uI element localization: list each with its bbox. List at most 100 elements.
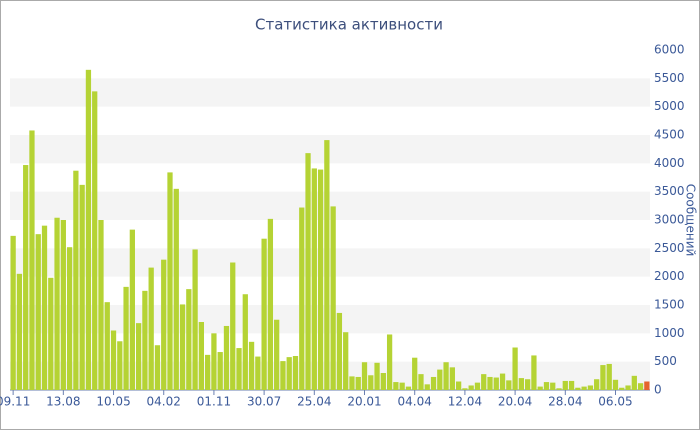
bar xyxy=(606,363,612,390)
grid-band xyxy=(10,305,650,334)
bar xyxy=(205,354,211,390)
y-tick-label: 2000 xyxy=(654,269,685,283)
bar xyxy=(550,382,556,390)
bar xyxy=(380,373,386,390)
x-tick-label: 30.07 xyxy=(247,395,281,409)
bar xyxy=(274,319,280,390)
bar xyxy=(543,382,550,390)
bar xyxy=(92,91,98,390)
bar xyxy=(123,286,129,390)
bar xyxy=(317,169,324,390)
bar xyxy=(148,267,154,390)
x-tick-label: 06.05 xyxy=(598,395,632,409)
bar xyxy=(98,220,104,390)
bar xyxy=(79,184,85,390)
bar xyxy=(594,379,600,390)
bar xyxy=(179,304,186,390)
x-tick-label: 09.11 xyxy=(0,395,30,409)
bar xyxy=(223,325,230,390)
x-tick-label: 25.04 xyxy=(297,395,331,409)
y-tick-label: 4500 xyxy=(654,128,685,142)
y-tick-label: 5000 xyxy=(654,99,685,113)
bar xyxy=(537,386,543,390)
bar xyxy=(449,367,455,390)
bar xyxy=(66,247,73,390)
bar xyxy=(568,380,575,390)
bar xyxy=(311,168,317,390)
bar xyxy=(324,140,330,390)
bar xyxy=(154,345,161,390)
bar xyxy=(129,229,135,390)
y-tick-label: 3000 xyxy=(654,213,685,227)
bar xyxy=(518,378,525,390)
bar xyxy=(412,357,418,390)
bar xyxy=(242,294,248,390)
bar xyxy=(299,207,305,390)
bar xyxy=(117,341,123,390)
bar xyxy=(361,362,368,390)
bar xyxy=(198,322,205,390)
bar xyxy=(217,352,223,390)
bar xyxy=(236,348,242,390)
bar xyxy=(625,385,631,390)
bar xyxy=(41,225,48,390)
x-tick-label: 10.05 xyxy=(96,395,130,409)
y-tick-label: 0 xyxy=(654,383,662,397)
bar xyxy=(10,235,16,390)
bar xyxy=(336,312,343,390)
y-tick-label: 1500 xyxy=(654,298,685,312)
bar xyxy=(493,377,499,390)
bar xyxy=(167,172,173,390)
bar xyxy=(631,375,637,390)
x-tick-label: 13.08 xyxy=(46,395,80,409)
x-tick-label: 04.04 xyxy=(398,395,432,409)
bar xyxy=(255,356,261,390)
bar xyxy=(512,347,518,390)
y-tick-label: 3500 xyxy=(654,184,685,198)
x-tick-label: 20.04 xyxy=(498,395,532,409)
y-tick-label: 2500 xyxy=(654,241,685,255)
chart-title: Статистика активности xyxy=(255,16,443,34)
x-tick-label: 01.11 xyxy=(197,395,231,409)
bar xyxy=(374,362,380,390)
bar xyxy=(16,273,23,390)
grid-band xyxy=(10,248,650,277)
bar xyxy=(619,387,625,390)
bar xyxy=(600,365,606,390)
bar xyxy=(35,234,41,390)
y-tick-label: 5500 xyxy=(654,71,685,85)
y-tick-label: 1000 xyxy=(654,326,685,340)
bar xyxy=(211,333,217,390)
bar xyxy=(85,69,92,390)
bar xyxy=(506,380,512,390)
bar xyxy=(343,332,349,390)
bar xyxy=(399,382,405,390)
y-tick-label: 500 xyxy=(654,354,677,368)
bar xyxy=(462,388,468,390)
bar xyxy=(418,374,424,390)
bar xyxy=(192,249,198,390)
bar xyxy=(355,376,361,390)
y-tick-label: 6000 xyxy=(654,43,685,57)
x-tick-label: 12.04 xyxy=(448,395,482,409)
bar xyxy=(161,259,167,390)
bar xyxy=(261,238,267,390)
grid-band xyxy=(10,191,650,220)
bar xyxy=(468,385,474,390)
bar xyxy=(110,330,117,390)
x-tick-label: 28.04 xyxy=(548,395,582,409)
x-tick-label: 04.02 xyxy=(147,395,181,409)
y-axis-title: Сообщений xyxy=(684,184,698,257)
bar xyxy=(612,379,619,390)
bar xyxy=(60,220,66,390)
bar xyxy=(248,341,255,390)
bar xyxy=(386,334,393,390)
x-tick-label: 20.01 xyxy=(347,395,381,409)
y-tick-label: 4000 xyxy=(654,156,685,170)
bar xyxy=(556,388,562,390)
bar xyxy=(23,165,29,390)
bar xyxy=(393,382,399,390)
bar xyxy=(29,130,35,390)
bar xyxy=(443,362,449,390)
bar xyxy=(575,387,581,390)
